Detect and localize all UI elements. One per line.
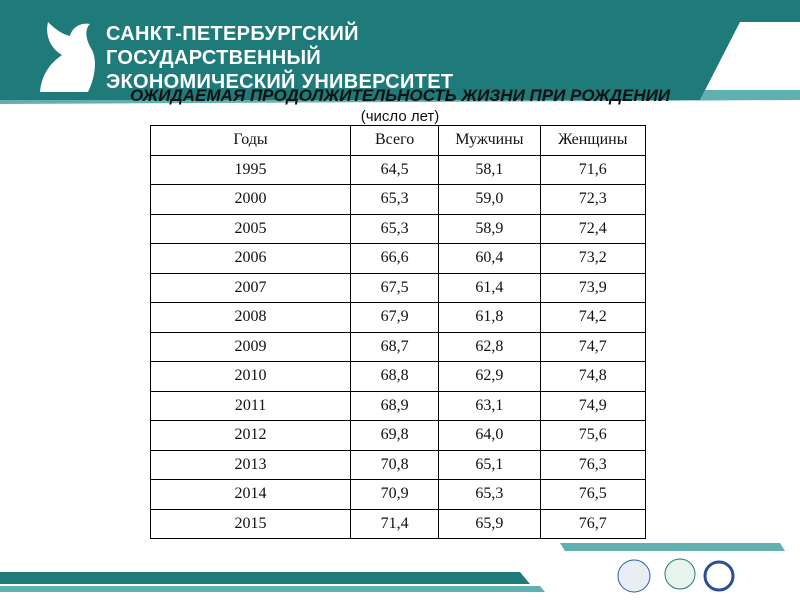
table-cell: 76,3: [539, 449, 647, 480]
table-row: 2013 70,8 65,1 76,3: [149, 449, 647, 480]
table-row: 2005 65,3 58,9 72,4: [149, 213, 647, 244]
data-table: Годы Всего Мужчины Женщины 1995 64,5 58,1 71,6 2…: [149, 125, 647, 539]
table-cell: 2009: [149, 331, 352, 362]
table-cell: 2000: [149, 184, 352, 215]
table-cell: 2013: [149, 449, 352, 480]
table-cell: 75,6: [539, 420, 647, 451]
column-header: Всего: [350, 125, 440, 156]
partner-logo: [617, 559, 651, 593]
table-cell: 2008: [149, 302, 352, 333]
table-cell: 65,9: [438, 508, 541, 539]
table-cell: 76,7: [539, 508, 647, 539]
table-cell: 74,9: [539, 390, 647, 421]
table-cell: 68,7: [350, 331, 440, 362]
table-cell: 2012: [149, 420, 352, 451]
column-header: Мужчины: [438, 125, 541, 156]
column-header: Годы: [149, 125, 352, 156]
header-stripe: [0, 90, 800, 104]
slide-subtitle: (число лет): [360, 108, 440, 125]
table-cell: 62,8: [438, 331, 541, 362]
university-name: САНКТ-ПЕТЕРБУРГСКИЙ: [106, 23, 359, 45]
table-cell: 74,2: [539, 302, 647, 333]
table-row: 2015 71,4 65,9 76,7: [149, 508, 647, 539]
table-row: 2007 67,5 61,4 73,9: [149, 272, 647, 303]
table-cell: 64,0: [438, 420, 541, 451]
table-row: 2014 70,9 65,3 76,5: [149, 479, 647, 510]
table-row: 2008 67,9 61,8 74,2: [149, 302, 647, 333]
table-cell: 72,3: [539, 184, 647, 215]
header-row: Годы Всего Мужчины Женщины: [149, 125, 647, 156]
table-cell: 2014: [149, 479, 352, 510]
table-row: 2009 68,7 62,8 74,7: [149, 331, 647, 362]
header-banner: [0, 0, 800, 100]
table-row: 2012 69,8 64,0 75,6: [149, 420, 647, 451]
table-row: 2000 65,3 59,0 72,3: [149, 184, 647, 215]
table-cell: 74,8: [539, 361, 647, 392]
footer-stripe: [0, 586, 545, 592]
table-cell: 68,8: [350, 361, 440, 392]
table-cell: 60,4: [438, 243, 541, 274]
table-cell: 65,3: [438, 479, 541, 510]
table-cell: 59,0: [438, 184, 541, 215]
table-cell: 58,9: [438, 213, 541, 244]
footer-stripe: [0, 572, 530, 584]
table-cell: 2006: [149, 243, 352, 274]
table-cell: 2007: [149, 272, 352, 303]
table-cell: 64,5: [350, 154, 440, 185]
table-cell: 76,5: [539, 479, 647, 510]
table-cell: 65,3: [350, 213, 440, 244]
table-cell: 65,1: [438, 449, 541, 480]
table-cell: 65,3: [350, 184, 440, 215]
table-cell: 62,9: [438, 361, 541, 392]
table-cell: 73,2: [539, 243, 647, 274]
table-cell: 1995: [149, 154, 352, 185]
table-cell: 66,6: [350, 243, 440, 274]
university-name: ГОСУДАРСТВЕННЫЙ: [106, 47, 322, 69]
accent-stripe: [560, 543, 785, 551]
table-cell: 69,8: [350, 420, 440, 451]
column-header: Женщины: [539, 125, 647, 156]
table-cell: 2005: [149, 213, 352, 244]
table-cell: 68,9: [350, 390, 440, 421]
table-cell: 63,1: [438, 390, 541, 421]
university-name: ЭКОНОМИЧЕСКИЙ УНИВЕРСИТЕТ: [106, 71, 454, 93]
table-cell: 2015: [149, 508, 352, 539]
table-cell: 73,9: [539, 272, 647, 303]
table-cell: 58,1: [438, 154, 541, 185]
table-cell: 67,5: [350, 272, 440, 303]
table-row: 1995 64,5 58,1 71,6: [149, 154, 647, 185]
table-cell: 67,9: [350, 302, 440, 333]
table-cell: 70,8: [350, 449, 440, 480]
table-cell: 2011: [149, 390, 352, 421]
table-row: 2010 68,8 62,9 74,8: [149, 361, 647, 392]
table-cell: 70,9: [350, 479, 440, 510]
table-cell: 61,4: [438, 272, 541, 303]
logo: [40, 22, 95, 92]
partner-logo: [664, 558, 696, 590]
table-row: 2006 66,6 60,4 73,2: [149, 243, 647, 274]
table-cell: 61,8: [438, 302, 541, 333]
table-cell: 2010: [149, 361, 352, 392]
table-cell: 72,4: [539, 213, 647, 244]
table-cell: 74,7: [539, 331, 647, 362]
slide-title: ОЖИДАЕМАЯ ПРОДОЛЖИТЕЛЬНОСТЬ ЖИЗНИ ПРИ РО…: [129, 86, 671, 105]
table-row: 2011 68,9 63,1 74,9: [149, 390, 647, 421]
table-cell: 71,6: [539, 154, 647, 185]
table-cell: 71,4: [350, 508, 440, 539]
partner-logo: [703, 560, 735, 592]
